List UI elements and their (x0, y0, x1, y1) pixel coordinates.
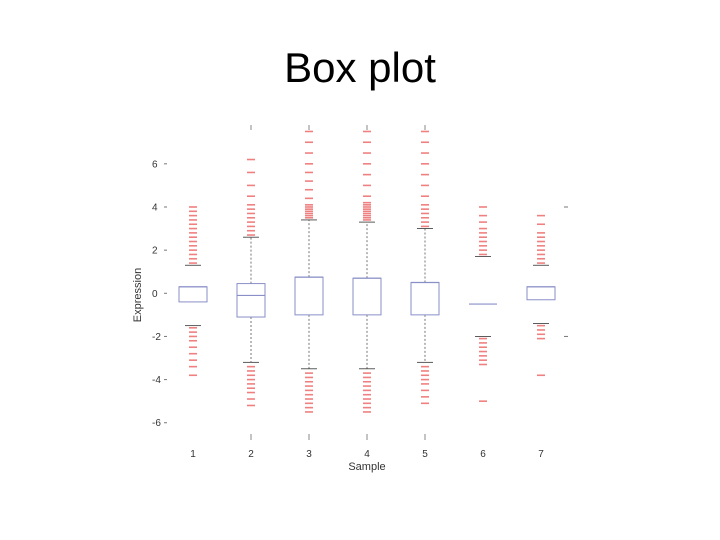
x-tick-label: 6 (480, 449, 486, 460)
x-tick-label: 2 (248, 449, 254, 460)
y-axis-label: Expression (132, 268, 144, 322)
y-tick-label: 4 (152, 202, 158, 213)
box-sample-1 (178, 206, 208, 377)
box-sample-4 (352, 125, 382, 440)
chart-title: Box plot (284, 44, 436, 91)
box-body (352, 277, 382, 316)
box-sample-5 (410, 125, 440, 440)
box-body (410, 282, 440, 316)
y-axis: 6 4 2 0 -2 -4 -6 (152, 159, 167, 429)
box-sample-3 (294, 125, 324, 440)
y-tick-label: -4 (152, 375, 161, 386)
edge-ticks (564, 206, 568, 337)
box-sample-7 (526, 214, 556, 377)
y-tick-label: 6 (152, 159, 158, 170)
x-tick-label: 5 (422, 449, 428, 460)
box-body (178, 286, 208, 303)
x-tick-label: 1 (190, 449, 196, 460)
x-tick-label: 7 (538, 449, 544, 460)
x-axis: 1 2 3 4 5 6 7 (190, 449, 544, 460)
x-tick-label: 4 (364, 449, 370, 460)
y-tick-label: 2 (152, 246, 158, 257)
x-axis-label: Sample (348, 461, 385, 473)
box-body (294, 276, 324, 316)
x-tick-label: 3 (306, 449, 312, 460)
y-tick-label: -6 (152, 418, 161, 429)
y-tick-label: -2 (152, 332, 161, 343)
boxes (178, 125, 556, 440)
y-tick-label: 0 (152, 289, 158, 300)
box-body (526, 286, 556, 301)
box-sample-2 (236, 125, 266, 440)
box-sample-6 (469, 206, 497, 402)
box-body (236, 283, 266, 318)
